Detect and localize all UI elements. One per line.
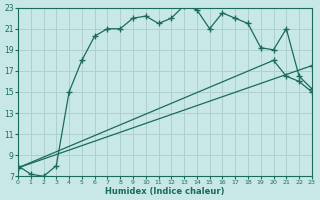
X-axis label: Humidex (Indice chaleur): Humidex (Indice chaleur) xyxy=(105,187,225,196)
